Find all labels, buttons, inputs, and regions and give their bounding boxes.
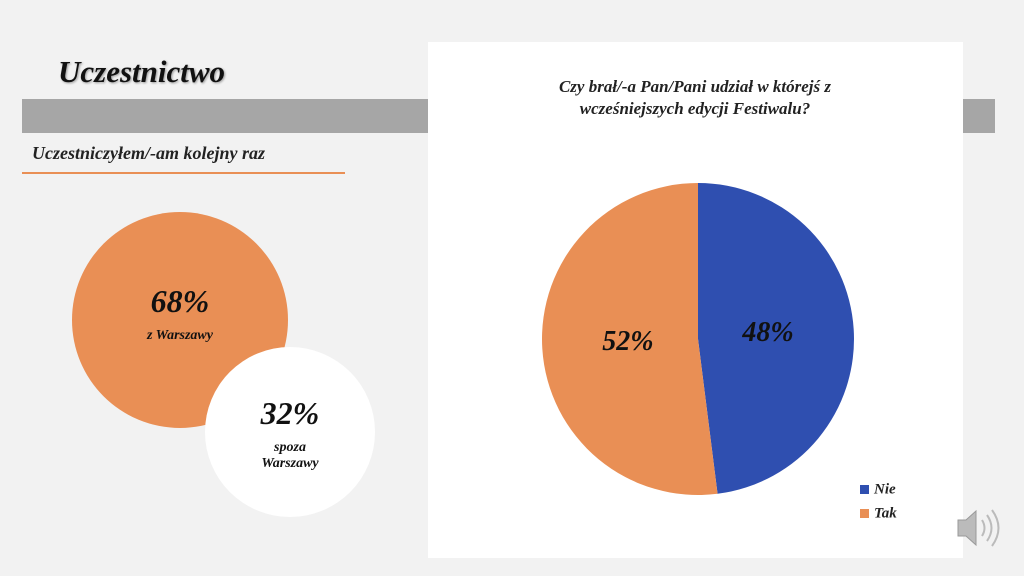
speaker-icon: [957, 509, 1000, 547]
pie-slice: [698, 183, 854, 494]
share-label: 32%: [260, 395, 320, 431]
legend-swatch: [860, 509, 869, 518]
pie-value-label: 48%: [741, 317, 793, 348]
subtitle: Uczestniczyłem/-am kolejny raz: [32, 143, 265, 163]
pie-slice: [542, 183, 718, 495]
legend-label: Nie: [873, 481, 896, 497]
pie-value-label: 52%: [602, 326, 653, 357]
subtitle-underline: [22, 172, 345, 174]
share-circle: [205, 347, 375, 517]
share-caption: z Warszawy: [146, 328, 213, 343]
legend-label: Tak: [874, 505, 897, 521]
legend-swatch: [860, 485, 869, 494]
slide-title: Uczestnictwo: [58, 54, 226, 89]
share-caption: spoza Warszawy: [261, 440, 319, 471]
chart-title: Czy brał/-a Pan/Pani udział w którejś z …: [558, 77, 832, 118]
share-label: 68%: [151, 283, 210, 319]
